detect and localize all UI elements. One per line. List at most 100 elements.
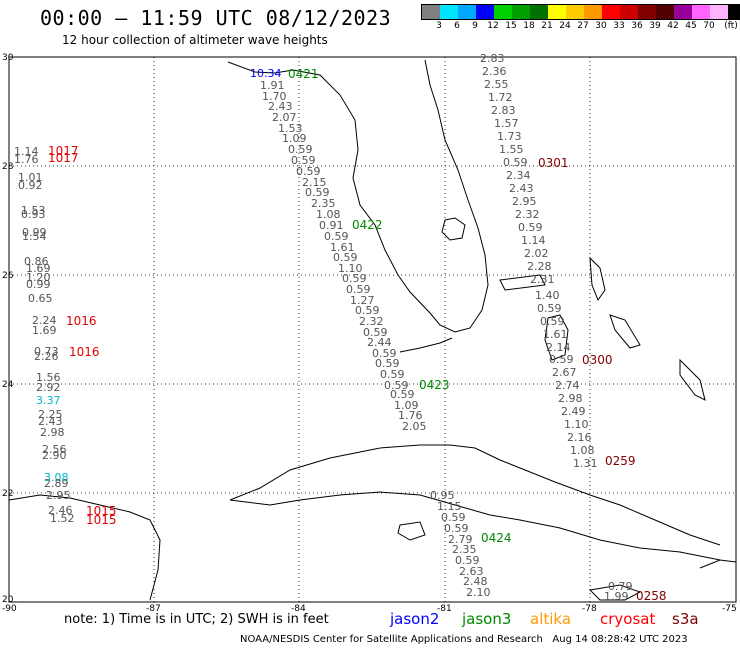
sat-jason3: jason3 (462, 610, 512, 628)
bahamas-grand (499, 274, 546, 291)
far-se-values: 0.79 1.99 (604, 580, 633, 603)
legend-tick-label: 39 (649, 21, 661, 31)
wave-value: 1.99 (604, 590, 629, 603)
wave-value: 2.14 (546, 341, 571, 354)
s3a-track: 2.83 2.36 2.55 1.72 2.83 1.57 1.73 1.55 … (480, 52, 598, 470)
legend-swatch (548, 5, 566, 19)
lon-tick: -81 (437, 604, 452, 614)
pass-id-label: 0300 (582, 353, 613, 367)
wave-value: 2.98 (558, 392, 583, 405)
wave-value: 1.73 (497, 130, 522, 143)
wave-value: 2.48 (463, 575, 488, 588)
wave-value: 2.83 (480, 52, 505, 65)
wave-value: 2.74 (555, 379, 580, 392)
florida-keys (399, 337, 453, 353)
wave-value: 1.10 (564, 418, 589, 431)
pass-id-label: 0301 (538, 156, 569, 170)
wave-value: 0.59 (441, 511, 466, 524)
bahamas-long (679, 358, 706, 401)
pass-id-label: 0259 (605, 454, 636, 468)
wave-value: 3.37 (36, 394, 61, 407)
legend-tick-label: 70 (703, 21, 715, 31)
lon-tick: -78 (582, 604, 597, 614)
pressure-label: 1017 (48, 144, 79, 158)
wave-value: 1.27 (350, 294, 375, 307)
lat-tick: 20 (2, 595, 14, 605)
wave-value: 2.43 (38, 415, 63, 428)
wave-value: 1.69 (26, 262, 51, 275)
pass-id-label: 0421 (288, 67, 319, 81)
pass-id-label: 0422 (352, 218, 383, 232)
south-track: 0.95 1.15 0.59 0.59 2.79 2.35 0.59 2.63 … (430, 489, 491, 599)
sat-s3a: s3a (672, 610, 699, 628)
wave-value: 2.95 (46, 489, 71, 502)
wave-value: 2.36 (482, 65, 507, 78)
wave-value: 0.59 (518, 221, 543, 234)
pressure-labels: 1017 1017 1016 1016 1015 1015 (48, 144, 117, 527)
pass-labels: 0421 0422 0423 0424 0301 0300 0259 0258 (288, 67, 667, 603)
wave-value: 2.95 (512, 195, 537, 208)
legend-tick-label: 6 (454, 21, 460, 31)
map-frame (8, 56, 737, 603)
lat-tick: 24 (2, 380, 14, 390)
legend-swatch (422, 5, 440, 19)
wave-value: 1.40 (535, 289, 560, 302)
isla-juventud (397, 521, 426, 541)
wave-value: 2.35 (452, 543, 477, 556)
wave-value: 1.61 (330, 241, 355, 254)
wave-value: 0.65 (28, 292, 53, 305)
pass-id-label: 0424 (481, 531, 512, 545)
wave-value: 0.59 (346, 283, 371, 296)
legend-tick-label: 45 (685, 21, 697, 31)
lat-tick: 30 (2, 53, 14, 63)
jamaica (588, 584, 642, 601)
longitude-ticks: -90 -87 -84 -81 -78 -75 (2, 604, 737, 614)
wave-value: 0.59 (342, 272, 367, 285)
cuba-south (229, 491, 721, 561)
wave-value: 2.63 (459, 565, 484, 578)
wave-value: 2.56 (42, 443, 67, 456)
legend-swatch (728, 5, 740, 19)
wave-value: 3.08 (44, 471, 69, 484)
wave-value: 1.14 (14, 145, 39, 158)
legend-swatch (602, 5, 620, 19)
legend-tick-label: 12 (487, 21, 499, 31)
pressure-label: 1015 (86, 504, 117, 518)
legend-swatch (656, 5, 674, 19)
legend-tick-label: 36 (631, 21, 643, 31)
bahamas-abaco (589, 256, 606, 302)
legend-swatch (494, 5, 512, 19)
wave-value: 1.20 (26, 271, 51, 284)
wave-value: 0.79 (608, 580, 633, 593)
wave-value: 2.43 (268, 100, 293, 113)
wave-value: 1.53 (278, 122, 303, 135)
wave-value: 2.02 (524, 247, 549, 260)
wave-value: 0.59 (372, 347, 397, 360)
lat-tick: 28 (2, 162, 14, 172)
wave-value: 1.54 (22, 230, 47, 243)
cuba-north (229, 444, 721, 546)
color-legend: 3 6 9 12 15 18 21 24 27 30 33 36 39 42 45 70 (ft) (421, 4, 740, 32)
page-title: 00:00 – 11:59 UTC 08/12/2023 (40, 6, 392, 30)
jason3-track: 10.34 1.91 1.70 2.43 2.07 1.53 1.09 0.59… (250, 67, 427, 433)
wave-value: 2.24 (32, 314, 57, 327)
wave-value: 2.15 (302, 176, 327, 189)
wave-value: 1.57 (494, 117, 519, 130)
wave-value: 0.59 (375, 357, 400, 370)
footer-credit: NOAA/NESDIS Center for Satellite Applica… (240, 634, 688, 645)
legend-color-scale (421, 4, 740, 20)
wave-value: 1.31 (573, 457, 598, 470)
wave-value: 0.59 (537, 302, 562, 315)
wave-value: 0.92 (18, 179, 43, 192)
wave-value: 2.49 (561, 405, 586, 418)
lon-tick: -87 (146, 604, 161, 614)
legend-swatch (440, 5, 458, 19)
lon-tick: -84 (291, 604, 306, 614)
wave-value: 0.59 (291, 154, 316, 167)
legend-swatch (620, 5, 638, 19)
lon-tick: -75 (722, 604, 737, 614)
yucatan-coast (8, 494, 161, 601)
wave-value: 0.59 (288, 143, 313, 156)
wave-value: 0.59 (455, 554, 480, 567)
florida-coast (227, 59, 489, 333)
